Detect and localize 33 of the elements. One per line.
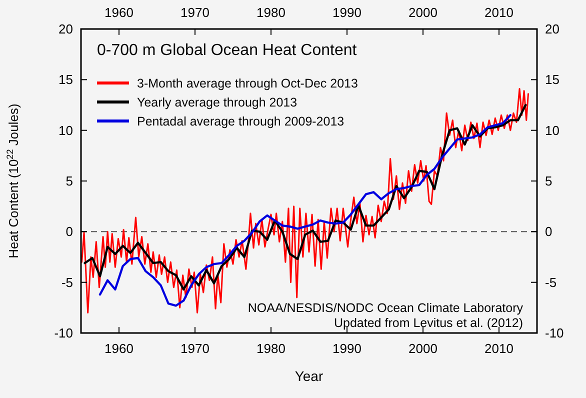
x-tick-label: 1990 [332,341,362,356]
y-tick-label: 10 [58,122,73,138]
y2-tick-label: 10 [545,122,560,138]
x-tick-label: 1970 [180,341,210,356]
y-tick-label: 15 [58,72,73,88]
y-tick-label: 20 [58,22,73,37]
x2-tick-label: 1960 [104,5,134,20]
y2-tick-label: 5 [545,174,552,189]
y-tick-label: 0 [66,224,73,240]
x-tick-label: 1980 [256,341,286,356]
x-tick-label: 1960 [104,341,134,356]
text: 0-700 m Global Ocean Heat Content [97,42,358,59]
x2-tick-label: 1980 [256,5,286,20]
y2-tick-label: -10 [545,326,564,341]
annotation: Updated from Levitus et al. (2012) [334,316,523,330]
legend-label: Yearly average through 2013 [137,95,298,110]
x-tick-label: 2000 [408,341,438,356]
x2-tick-label: 2000 [408,5,438,20]
x2-tick-label: 2010 [484,5,514,20]
x2-tick-label: 1970 [180,5,210,20]
y2-tick-label: 15 [545,72,560,88]
legend-label: Pentadal average through 2009-2013 [137,114,344,128]
y2-tick-label: -5 [545,274,557,290]
y-tick-label: 5 [66,174,73,189]
y2-tick-label: 20 [545,22,560,37]
x2-tick-label: 1990 [332,5,362,20]
legend-label: 3-Month average through Oct-Dec 2013 [137,76,358,90]
y-tick-label: -5 [61,274,73,290]
y-tick-label: -10 [54,326,73,341]
annotation: NOAA/NESDIS/NODC Ocean Climate Laboratory [248,301,524,315]
y2-tick-label: 0 [545,224,552,240]
x-tick-label: 2010 [484,341,514,356]
x-axis-title: Year [294,368,324,384]
